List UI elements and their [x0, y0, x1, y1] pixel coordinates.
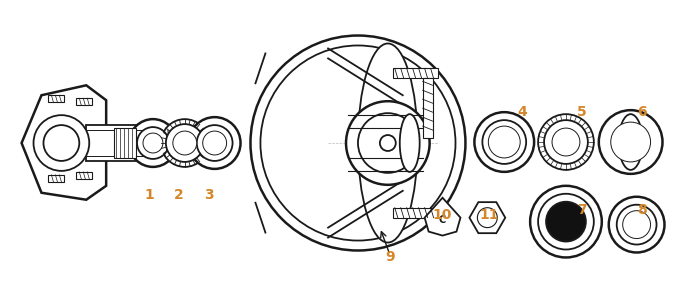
- Circle shape: [623, 211, 650, 239]
- Circle shape: [538, 114, 594, 170]
- Bar: [393, 208, 438, 218]
- Text: 10: 10: [433, 208, 452, 222]
- Text: 7: 7: [577, 203, 587, 217]
- Text: 5: 5: [577, 105, 587, 119]
- Circle shape: [610, 122, 650, 162]
- Circle shape: [251, 36, 466, 251]
- Text: 2: 2: [174, 188, 183, 202]
- Circle shape: [546, 202, 586, 242]
- Text: 1: 1: [144, 188, 154, 202]
- Circle shape: [538, 194, 594, 249]
- Bar: [423, 78, 433, 138]
- Circle shape: [477, 208, 497, 228]
- Text: 8: 8: [637, 203, 647, 217]
- Circle shape: [489, 126, 520, 158]
- Bar: [141, 130, 191, 156]
- Ellipse shape: [619, 114, 643, 170]
- Ellipse shape: [400, 114, 420, 172]
- Circle shape: [260, 45, 456, 241]
- Circle shape: [34, 115, 90, 171]
- Circle shape: [552, 128, 580, 156]
- Polygon shape: [425, 198, 461, 236]
- Circle shape: [475, 112, 534, 172]
- Text: C: C: [439, 215, 446, 225]
- Text: 3: 3: [204, 188, 214, 202]
- Circle shape: [482, 120, 526, 164]
- Circle shape: [197, 125, 232, 161]
- Bar: [114, 128, 136, 158]
- Circle shape: [203, 131, 227, 155]
- Text: 9: 9: [385, 251, 395, 265]
- Bar: [48, 95, 64, 102]
- Text: 11: 11: [480, 208, 499, 222]
- Bar: [76, 98, 92, 105]
- Circle shape: [43, 125, 79, 161]
- Circle shape: [166, 124, 204, 162]
- Bar: [48, 175, 64, 182]
- Circle shape: [173, 131, 197, 155]
- Circle shape: [189, 117, 241, 169]
- Bar: [86, 125, 161, 161]
- Circle shape: [617, 205, 657, 244]
- Circle shape: [161, 119, 209, 167]
- Bar: [393, 68, 438, 78]
- Circle shape: [137, 127, 169, 159]
- Text: 4: 4: [517, 105, 527, 119]
- Circle shape: [380, 135, 395, 151]
- Polygon shape: [470, 202, 505, 233]
- Circle shape: [609, 197, 664, 253]
- Text: 6: 6: [637, 105, 646, 119]
- Ellipse shape: [358, 43, 418, 242]
- Circle shape: [143, 133, 163, 153]
- Circle shape: [346, 101, 430, 185]
- Circle shape: [598, 110, 662, 174]
- Circle shape: [544, 120, 588, 164]
- Polygon shape: [22, 85, 106, 200]
- Circle shape: [129, 119, 177, 167]
- Circle shape: [358, 113, 418, 173]
- Circle shape: [530, 186, 602, 258]
- Bar: [76, 172, 92, 179]
